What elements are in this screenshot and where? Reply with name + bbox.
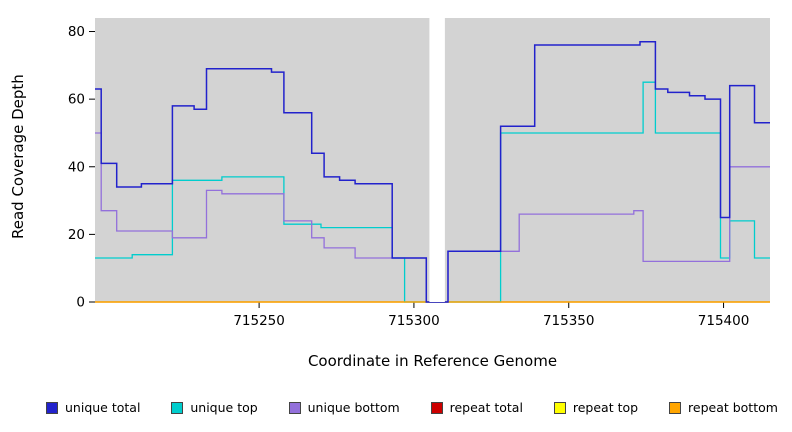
legend-swatch-icon (288, 401, 301, 414)
x-axis-label: Coordinate in Reference Genome (307, 352, 558, 370)
x-tick-label: 715250 (233, 313, 285, 329)
legend-label: unique total (65, 400, 141, 415)
y-tick-label: 60 (68, 92, 85, 108)
legend-swatch-icon (46, 401, 58, 414)
chart-legend: unique total unique top unique bottom repea… (0, 400, 792, 415)
legend-item-repeat-total: repeat total (430, 400, 523, 415)
legend-item-unique-total: unique total (46, 400, 140, 415)
series-unique-total (95, 40, 770, 303)
y-tick-label: 0 (76, 295, 85, 311)
x-tick-label: 715300 (388, 313, 440, 329)
legend-item-unique-bottom: unique bottom (288, 400, 400, 415)
x-tick-label: 715400 (698, 313, 750, 329)
legend-label: repeat top (572, 400, 639, 415)
coverage-chart: 715250 715300 715350 715400 0 20 40 60 80 (68, 18, 770, 329)
legend-item-unique-top: unique top (171, 400, 258, 415)
legend-swatch-icon (430, 401, 443, 414)
data-gap-band (429, 18, 445, 302)
legend-swatch-icon (171, 401, 184, 414)
legend-label: repeat total (449, 400, 523, 415)
legend-item-repeat-top: repeat top (553, 400, 639, 415)
legend-swatch-icon (553, 401, 566, 414)
series-unique-top (95, 81, 770, 303)
legend-label: unique top (190, 400, 258, 415)
x-tick-label: 715350 (543, 313, 595, 329)
legend-swatch-icon (669, 401, 682, 414)
y-tick-label: 80 (68, 24, 85, 40)
legend-item-repeat-bottom: repeat bottom (669, 400, 778, 415)
legend-label: unique bottom (307, 400, 400, 415)
y-tick-label: 20 (68, 227, 85, 243)
y-tick-label: 40 (68, 159, 85, 175)
y-axis-label: Read Coverage Depth (9, 74, 27, 239)
series-unique-bottom (95, 132, 770, 303)
legend-label: repeat bottom (688, 400, 778, 415)
